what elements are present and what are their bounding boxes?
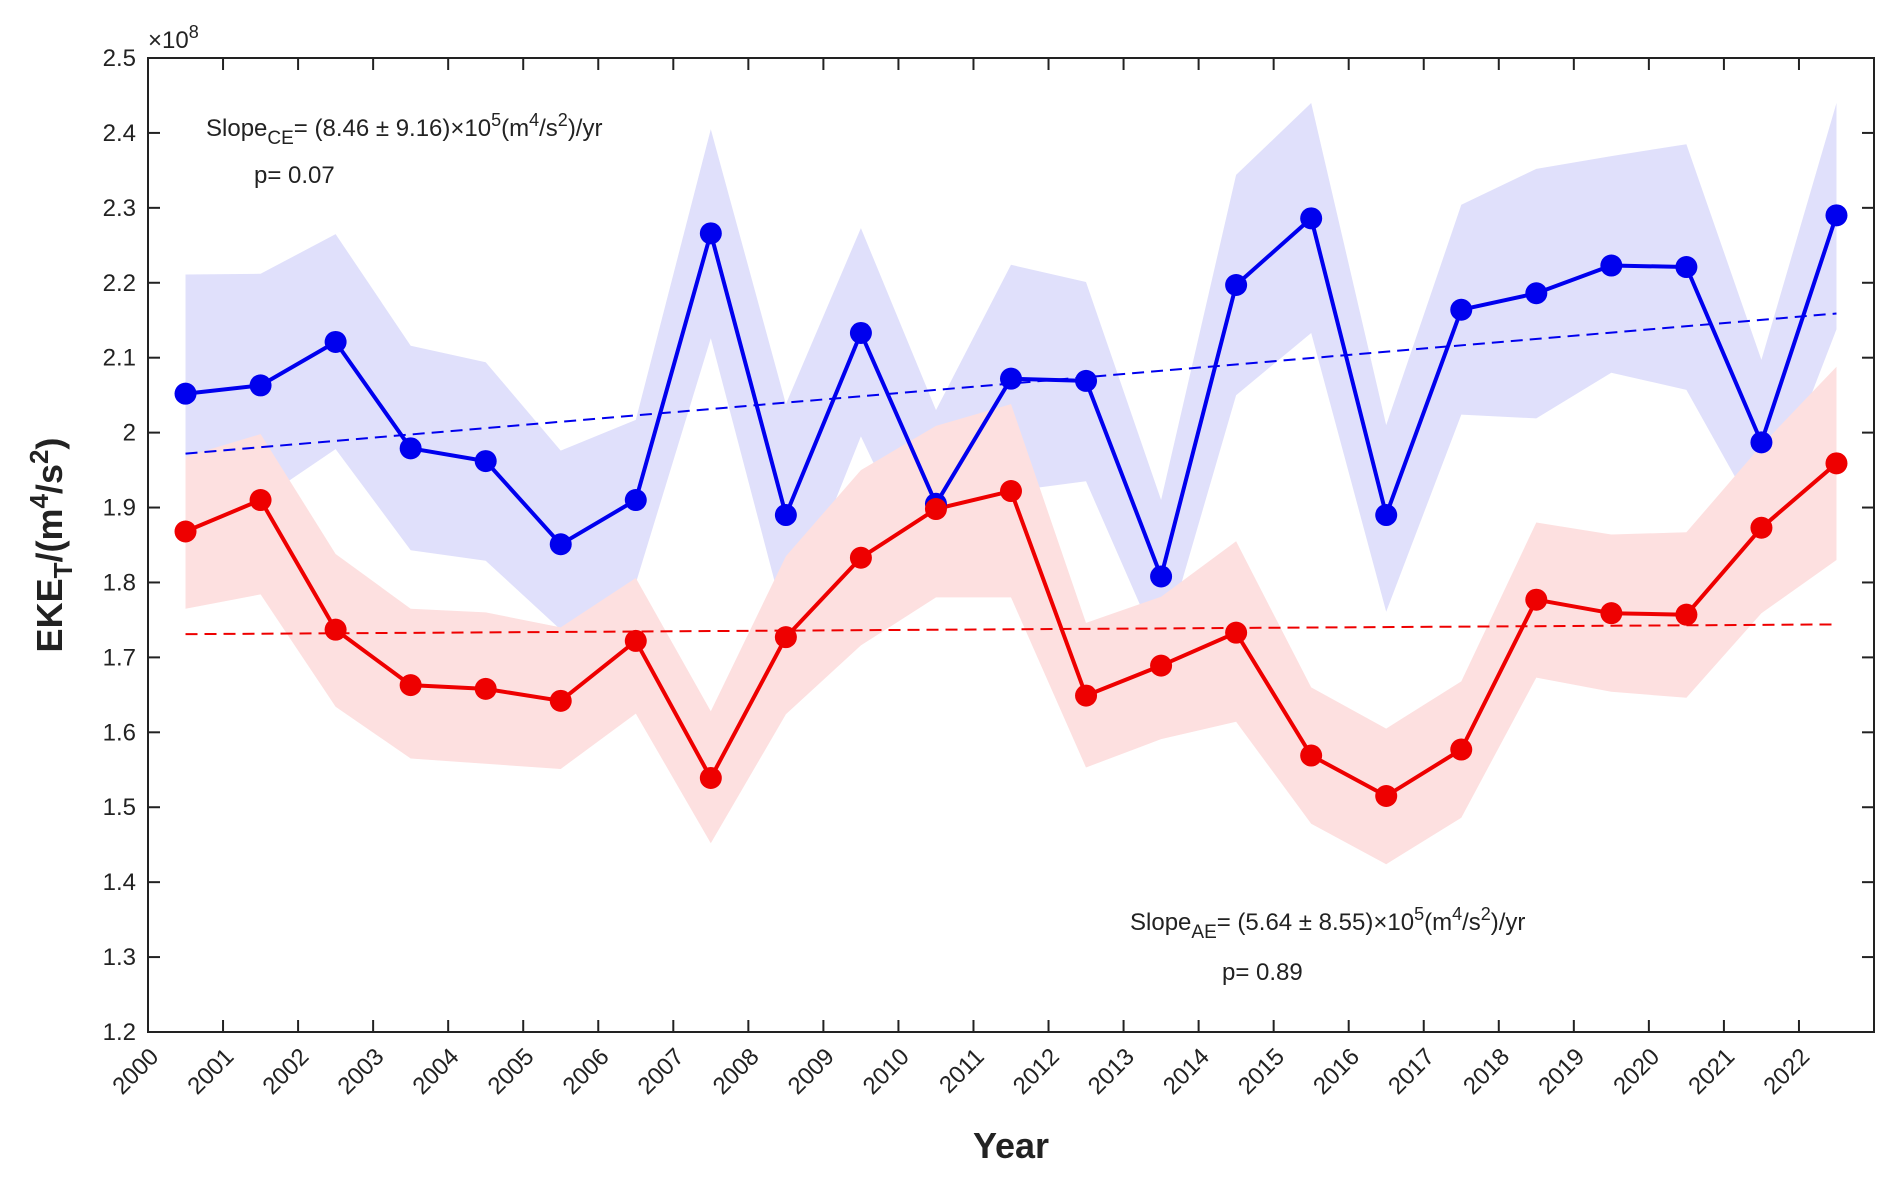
- y-axis-label: EKET/(m4/s2): [24, 438, 78, 653]
- ae-point-2011: [1000, 480, 1022, 503]
- x-tick-label: 2017: [1383, 1043, 1440, 1100]
- ae-point-2019: [1600, 602, 1623, 625]
- ce-point-2020: [1675, 256, 1698, 279]
- y-tick-label: 1.2: [103, 1019, 136, 1046]
- x-tick-label: 2000: [107, 1043, 164, 1100]
- ae-point-2020: [1675, 603, 1698, 626]
- ce-point-2004: [474, 450, 497, 473]
- ce-p-value: p= 0.07: [254, 162, 335, 189]
- ce-point-2021: [1750, 431, 1773, 454]
- y-axis: 1.2 1.3 1.4 1.5 1.6 1.7 1.8 1.9 2 2.1 2.2 2.3 2.4 2.5: [103, 45, 1874, 1046]
- x-axis-label: Year: [973, 1125, 1049, 1166]
- ce-point-2013: [1150, 565, 1173, 588]
- ae-point-2001: [249, 489, 272, 512]
- x-tick-label: 2008: [708, 1043, 765, 1100]
- x-tick-label: 2007: [633, 1043, 690, 1100]
- y-tick-label: 1.7: [103, 644, 136, 671]
- x-tick-label: 2015: [1233, 1043, 1290, 1100]
- y-tick-label: 1.4: [103, 869, 136, 896]
- plot-frame: [147, 57, 1875, 1033]
- ae-p-value: p= 0.89: [1222, 959, 1303, 986]
- y-tick-label: 2.2: [103, 270, 136, 297]
- ce-point-2000: [174, 382, 197, 405]
- x-tick-label: 2016: [1308, 1043, 1365, 1100]
- ce-point-2002: [324, 330, 347, 353]
- y-tick-label: 2.4: [103, 120, 136, 147]
- x-tick-label: 2020: [1608, 1043, 1665, 1100]
- ce-point-2006: [624, 489, 647, 512]
- ce-point-2003: [399, 437, 422, 460]
- ae-point-2004: [474, 677, 497, 700]
- ce-slope-annotation: SlopeCE= (8.46 ± 9.16)×105(m4/s2)/yr: [206, 110, 602, 149]
- x-tick-label: 2010: [858, 1043, 915, 1100]
- ce-point-2012: [1075, 369, 1098, 392]
- ce-point-2016: [1375, 504, 1398, 527]
- ce-point-2017: [1450, 298, 1473, 321]
- ae-slope-annotation: SlopeAE= (5.64 ± 8.55)×105(m4/s2)/yr: [1130, 904, 1525, 943]
- x-tick-label: 2011: [934, 1043, 990, 1099]
- y-tick-label: 2: [123, 420, 136, 447]
- ae-point-2000: [174, 520, 197, 543]
- x-tick-label: 2022: [1758, 1043, 1815, 1100]
- y-tick-label: 1.6: [103, 719, 136, 746]
- y-tick-label: 1.8: [103, 569, 136, 596]
- y-tick-label: 1.9: [103, 495, 136, 522]
- x-tick-label: 2014: [1158, 1043, 1215, 1100]
- x-tick-label: 2002: [257, 1043, 314, 1100]
- ae-point-2022: [1825, 452, 1848, 475]
- ae-point-2013: [1150, 654, 1173, 677]
- ae-point-2007: [699, 767, 722, 790]
- ae-point-2009: [849, 546, 872, 569]
- ae-point-2008: [774, 626, 797, 649]
- x-tick-label: 2009: [783, 1043, 840, 1100]
- y-tick-label: 1.5: [103, 794, 136, 821]
- ae-point-2015: [1300, 744, 1323, 767]
- ce-point-2018: [1525, 282, 1548, 305]
- ae-point-2014: [1225, 621, 1248, 644]
- x-tick-label: 2012: [1008, 1043, 1065, 1100]
- ae-point-2005: [549, 689, 572, 712]
- series-points: [174, 204, 1848, 807]
- ae-point-2021: [1750, 516, 1773, 539]
- x-tick-label: 2021: [1683, 1043, 1740, 1100]
- ce-point-2001: [249, 374, 272, 397]
- ce-point-2007: [699, 222, 722, 245]
- x-tick-label: 2003: [333, 1043, 390, 1100]
- x-tick-label: 2004: [408, 1043, 465, 1100]
- ae-point-2003: [399, 674, 422, 697]
- ae-trend-line: [185, 623, 1837, 636]
- y-tick-label: 2.5: [103, 45, 136, 72]
- ce-point-2019: [1600, 254, 1623, 277]
- y-tick-label: 2.3: [103, 195, 136, 222]
- ae-point-2017: [1450, 738, 1473, 761]
- x-tick-label: 2013: [1083, 1043, 1140, 1100]
- ae-uncertainty-band: [185, 366, 1837, 865]
- y-multiplier: ×108: [148, 22, 199, 54]
- ae-point-2006: [624, 629, 647, 652]
- ae-point-2018: [1525, 588, 1548, 611]
- ce-point-2014: [1225, 274, 1248, 297]
- y-tick-label: 1.3: [103, 944, 136, 971]
- x-tick-label: 2006: [558, 1043, 615, 1100]
- ae-point-2010: [924, 498, 947, 521]
- x-tick-label: 2018: [1458, 1043, 1515, 1100]
- ae-point-2012: [1075, 684, 1098, 707]
- ce-point-2005: [549, 533, 572, 556]
- ce-point-2011: [1000, 367, 1022, 390]
- ce-point-2009: [849, 321, 872, 344]
- ce-point-2022: [1825, 204, 1848, 227]
- x-tick-label: 2019: [1533, 1043, 1590, 1100]
- x-tick-label: 2005: [483, 1043, 540, 1100]
- y-tick-label: 2.1: [103, 345, 136, 372]
- ae-point-2002: [324, 618, 347, 641]
- ce-point-2015: [1300, 207, 1323, 230]
- ae-point-2016: [1375, 784, 1398, 807]
- ce-point-2008: [774, 504, 797, 527]
- x-tick-label: 2001: [182, 1043, 239, 1100]
